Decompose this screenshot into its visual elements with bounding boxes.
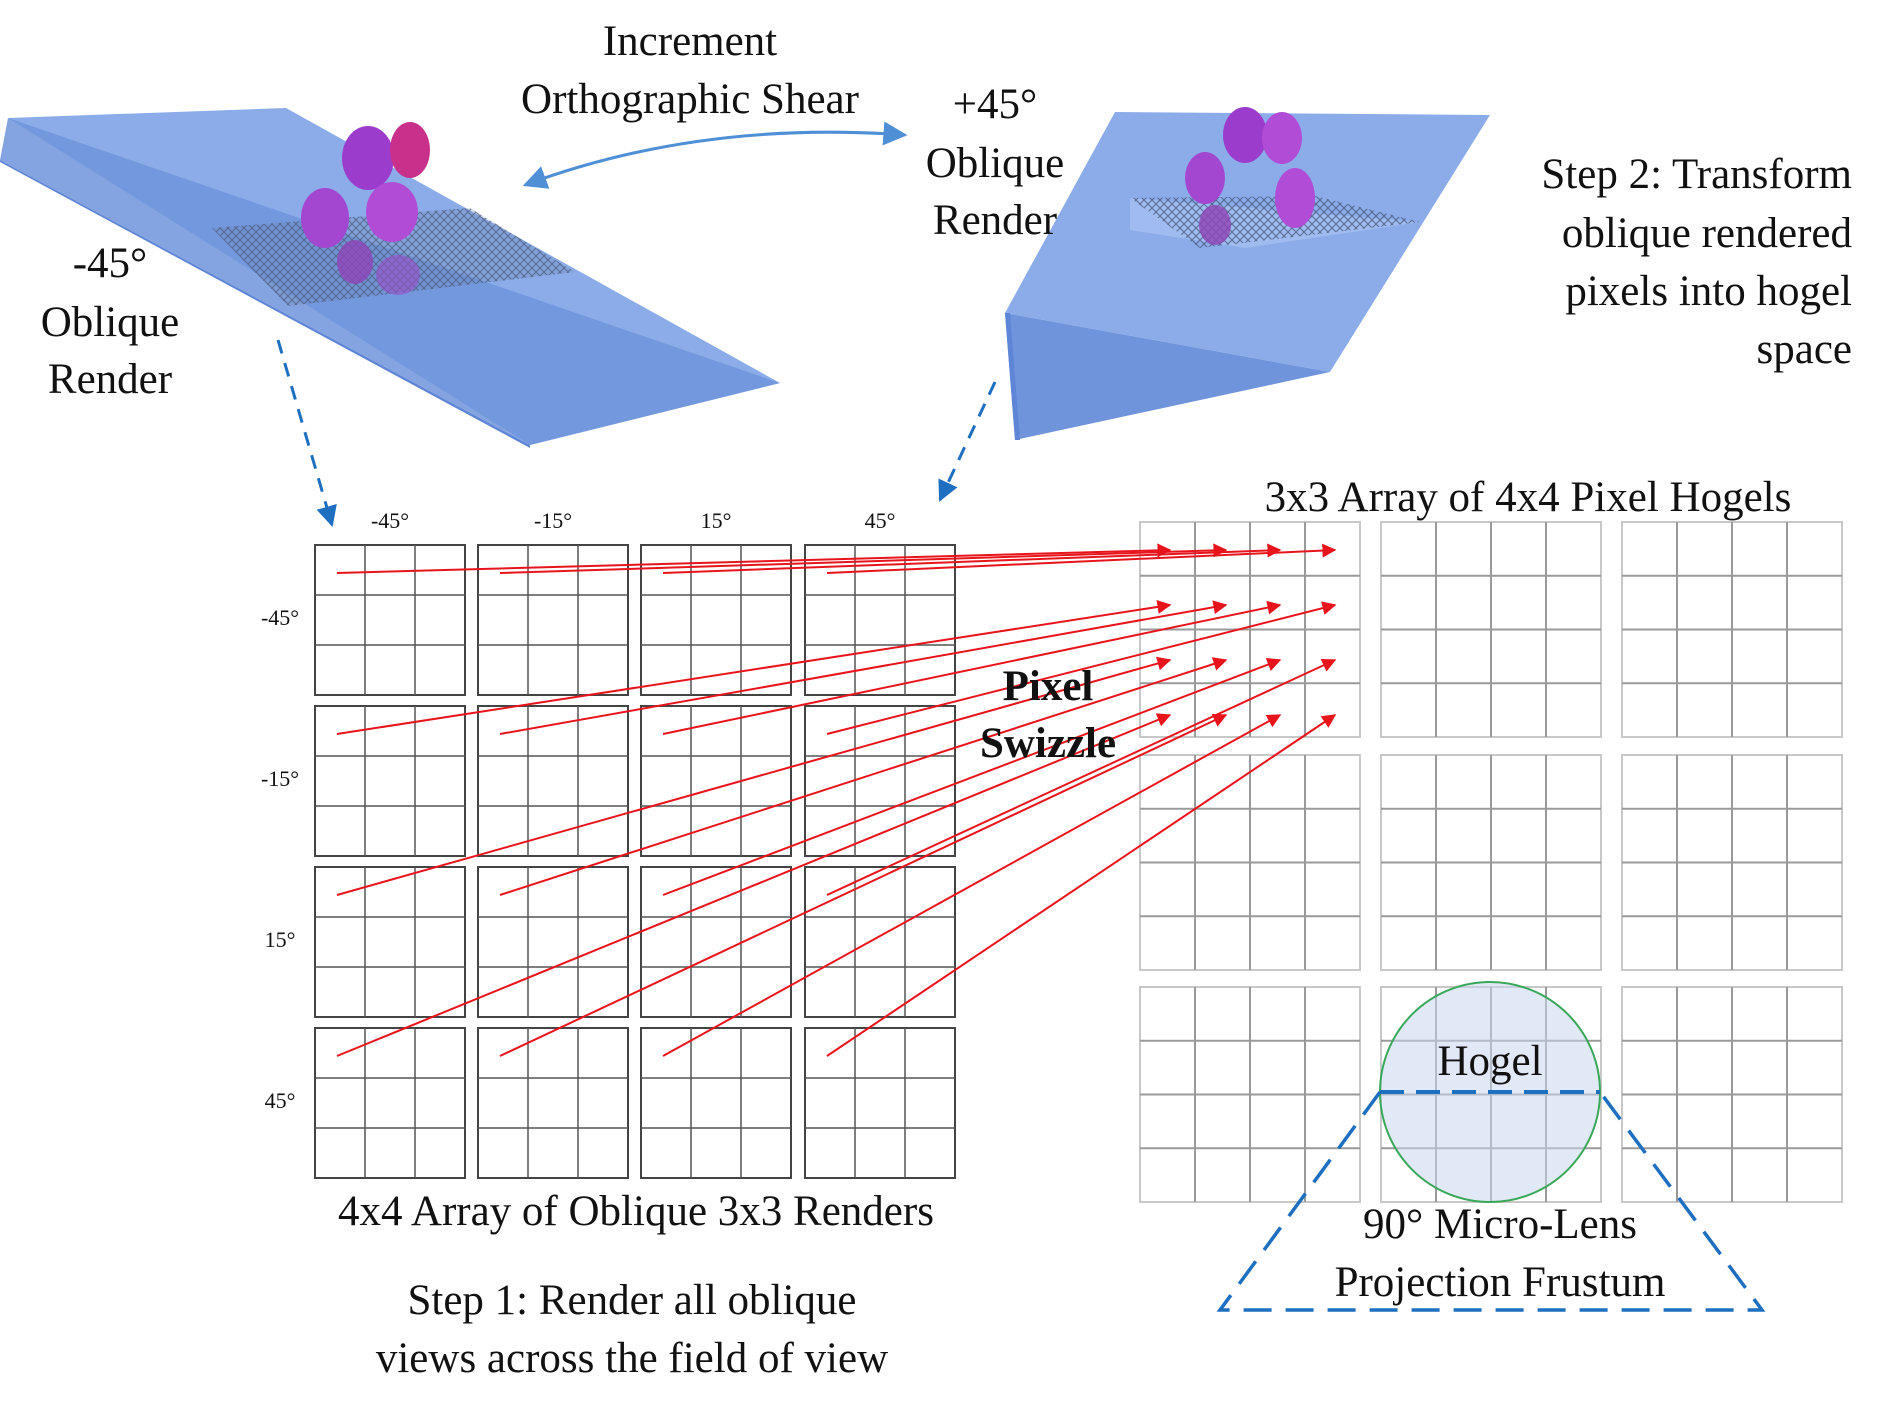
right-view-angle: +45° — [953, 81, 1037, 128]
swizzle-arrow — [662, 600, 1282, 735]
row-angle-label: 15° — [265, 927, 296, 952]
step2-line3: pixels into hogel — [1565, 268, 1852, 315]
left-view-render: Render — [48, 356, 172, 403]
hogel-cell — [1380, 754, 1602, 971]
right-orchid-flower — [1185, 107, 1315, 245]
render-tile — [640, 705, 792, 857]
step1-line1: Step 1: Render all oblique — [407, 1277, 856, 1324]
right-oblique-prism — [1005, 112, 1490, 440]
hogel-cell — [1621, 521, 1843, 738]
render-tile — [640, 1027, 792, 1179]
right-view-render: Render — [933, 197, 1057, 244]
swizzle-arrow — [826, 658, 1337, 896]
render-tile — [314, 1027, 466, 1179]
hogel-cell — [1139, 521, 1361, 738]
swizzle-arrow — [826, 543, 1337, 574]
render-tile — [314, 705, 466, 857]
step1-line2: views across the field of view — [376, 1335, 888, 1382]
swizzle-arrow — [499, 657, 1228, 896]
hogel-cell — [1139, 986, 1361, 1203]
pixel-swizzle-arrows — [336, 543, 1337, 1057]
swizzle-arrow — [662, 543, 1282, 574]
micro-lens-frustum — [1216, 981, 1766, 1312]
row-angle-label: -45° — [261, 605, 299, 630]
swizzle-arrow — [662, 657, 1282, 896]
shear-double-arrow — [522, 121, 908, 189]
swizzle-arrow — [826, 714, 1337, 1057]
column-angle-label: 15° — [701, 508, 732, 533]
orthographic-shear-label: Orthographic Shear — [521, 76, 859, 123]
renders-array-title: 4x4 Array of Oblique 3x3 Renders — [338, 1188, 934, 1235]
row-angle-label: 45° — [265, 1088, 296, 1113]
swizzle-arrow — [336, 656, 1172, 896]
swizzle-arrow — [662, 714, 1282, 1057]
left-view-oblique: Oblique — [41, 299, 180, 346]
step2-line4: space — [1757, 326, 1853, 373]
hogel-cell — [1380, 521, 1602, 738]
frustum-line2: Projection Frustum — [1335, 1259, 1666, 1306]
swizzle-arrow — [336, 713, 1172, 1057]
column-angle-label: -15° — [534, 508, 572, 533]
step2-line2: oblique rendered — [1562, 210, 1852, 257]
hogel-cell — [1621, 986, 1843, 1203]
pixel-swizzle-line1: Pixel — [1003, 663, 1094, 710]
render-tile — [640, 866, 792, 1018]
hogel-array-title: 3x3 Array of 4x4 Pixel Hogels — [1265, 474, 1792, 521]
column-angle-label: -45° — [371, 508, 409, 533]
hogel-label: Hogel — [1437, 1038, 1542, 1085]
render-tile — [477, 1027, 629, 1179]
render-tile — [477, 866, 629, 1018]
left-dashed-arrow — [276, 339, 337, 528]
render-tile — [804, 1027, 956, 1179]
hogel-cell — [1139, 754, 1361, 971]
hogel-grid — [1139, 521, 1843, 1203]
render-tile — [804, 866, 956, 1018]
swizzle-arrow — [499, 543, 1228, 574]
row-angle-label: -15° — [261, 766, 299, 791]
render-tile — [314, 544, 466, 696]
row-angle-labels: -45° -15° 15° 45° — [261, 605, 299, 1113]
render-tile — [314, 866, 466, 1018]
frustum-line1: 90° Micro-Lens — [1363, 1201, 1637, 1248]
column-angle-labels: -45° -15° 15° 45° — [371, 508, 895, 533]
left-orchid-flower — [301, 122, 430, 295]
hogel-cell — [1621, 754, 1843, 971]
swizzle-arrow — [499, 600, 1228, 735]
left-view-angle: -45° — [73, 240, 148, 287]
right-view-oblique: Oblique — [926, 140, 1065, 187]
right-dashed-arrow — [938, 381, 997, 502]
column-angle-label: 45° — [865, 508, 896, 533]
pixel-swizzle-line2: Swizzle — [980, 720, 1116, 767]
increment-label: Increment — [603, 18, 777, 65]
swizzle-arrow — [336, 600, 1172, 735]
swizzle-arrow — [336, 543, 1172, 574]
render-tile — [477, 705, 629, 857]
step2-line1: Step 2: Transform — [1541, 151, 1852, 198]
swizzle-arrow — [826, 601, 1337, 735]
swizzle-arrow — [499, 714, 1228, 1057]
oblique-render-grid — [314, 544, 956, 1179]
